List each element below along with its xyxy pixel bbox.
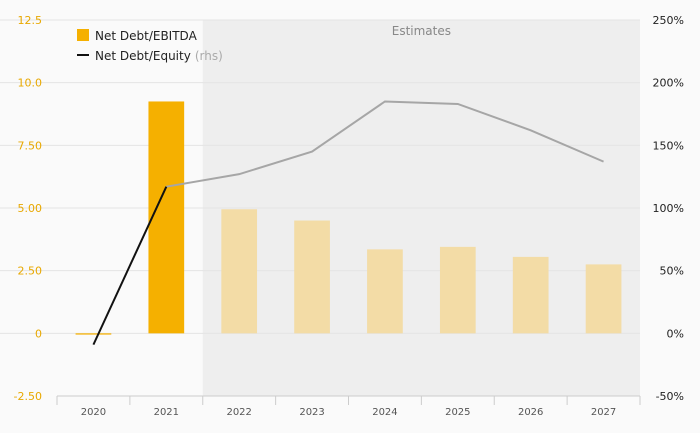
y-left-tick-label: 7.50 bbox=[18, 139, 43, 152]
line-actual bbox=[92, 186, 168, 346]
x-tick-label: 2026 bbox=[518, 407, 543, 418]
y-right-tick-label: 100% bbox=[653, 202, 684, 215]
x-tick-label: 2024 bbox=[372, 407, 397, 418]
bar-2026 bbox=[512, 256, 549, 334]
legend-label-bar: Net Debt/EBITDA bbox=[95, 29, 198, 43]
y-right-tick-label: 0% bbox=[667, 327, 684, 340]
line-series bbox=[92, 100, 604, 346]
bar-2020 bbox=[75, 333, 112, 335]
y-right-tick-label: -50% bbox=[656, 390, 684, 403]
bar-2027 bbox=[585, 264, 622, 334]
y-left-tick-label: 12.5 bbox=[18, 14, 43, 27]
x-tick-label: 2023 bbox=[299, 407, 324, 418]
y-left-tick-label: -2.50 bbox=[14, 390, 42, 403]
bar-2023 bbox=[294, 220, 330, 334]
y-left-tick-label: 5.00 bbox=[18, 202, 43, 215]
line-estimates bbox=[166, 100, 604, 188]
y-axis-left: -2.50 0 2.50 5.00 7.50 10.0 12.5 bbox=[14, 14, 42, 403]
bar-2022 bbox=[221, 209, 258, 334]
legend-label-line: Net Debt/Equity (rhs) bbox=[95, 49, 223, 63]
x-axis: 2020 2021 2022 2023 2024 2025 2026 2027 bbox=[56, 396, 641, 418]
bar-2024 bbox=[367, 249, 403, 334]
legend-label-line-suffix: (rhs) bbox=[195, 49, 223, 63]
y-right-tick-label: 150% bbox=[653, 139, 684, 152]
bar-2021 bbox=[148, 101, 185, 334]
y-left-tick-label: 10.0 bbox=[18, 77, 43, 90]
y-right-tick-label: 200% bbox=[653, 77, 684, 90]
estimates-label: Estimates bbox=[392, 24, 451, 38]
x-tick-label: 2025 bbox=[445, 407, 470, 418]
y-left-tick-label: 0 bbox=[35, 327, 42, 340]
x-tick-label: 2022 bbox=[226, 407, 251, 418]
y-left-tick-label: 2.50 bbox=[18, 265, 43, 278]
legend: Net Debt/EBITDA Net Debt/Equity (rhs) bbox=[77, 29, 223, 63]
x-tick-label: 2020 bbox=[81, 407, 106, 418]
legend-label-line-name: Net Debt/Equity bbox=[95, 49, 191, 63]
y-right-tick-label: 50% bbox=[660, 265, 684, 278]
y-right-tick-label: 250% bbox=[653, 14, 684, 27]
bar-2025 bbox=[439, 246, 476, 334]
y-axis-right: -50% 0% 50% 100% 150% 200% 250% bbox=[653, 14, 684, 403]
x-tick-label: 2027 bbox=[591, 407, 616, 418]
x-tick-label: 2021 bbox=[154, 407, 179, 418]
legend-swatch-bar bbox=[77, 29, 89, 41]
bar-series bbox=[75, 101, 622, 335]
